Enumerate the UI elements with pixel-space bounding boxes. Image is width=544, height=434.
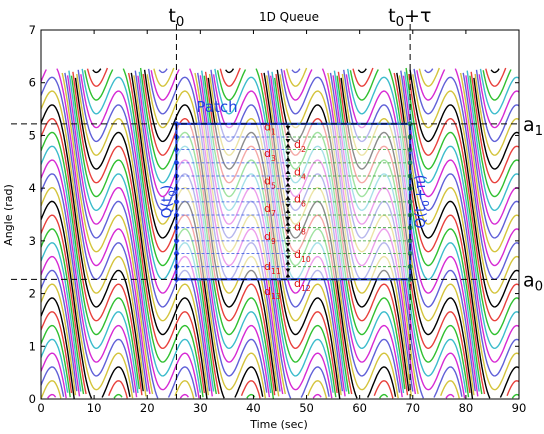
t0-tau-label: t0+τ [388, 5, 431, 30]
gap-arrow-down [285, 217, 291, 222]
queue-node-left [174, 251, 179, 256]
gap-label: d3 [264, 147, 276, 163]
gap-arrow-down [285, 255, 291, 260]
gap-arrow-up [285, 209, 291, 214]
x-tick-label: 70 [405, 401, 420, 415]
gap-arrow-down [285, 151, 291, 156]
gap-arrow-down [285, 229, 291, 234]
x-tick-label: 30 [193, 401, 208, 415]
a0-label: a0 [523, 269, 543, 294]
gap-arrow-up [285, 247, 291, 252]
gap-arrow-up [285, 131, 291, 136]
y-axis-label: Angle (rad) [2, 184, 15, 246]
queue-node-left [174, 238, 179, 244]
gap-arrow-down [285, 268, 291, 273]
queue-node-left [174, 199, 179, 205]
x-tick-label: 10 [87, 401, 102, 415]
queue-node-right [407, 160, 413, 166]
y-tick-label: 3 [29, 234, 36, 248]
x-tick-label: 50 [299, 401, 314, 415]
x-tick-label: 40 [246, 401, 261, 415]
gap-label: d2 [294, 138, 306, 154]
queue-node-right [407, 199, 413, 205]
gap-arrow-up [285, 170, 291, 175]
x-axis-label: Time (sec) [249, 418, 308, 431]
y-tick-label: 6 [29, 76, 36, 90]
y-tick-label: 0 [29, 392, 36, 406]
gap-arrow-up [285, 195, 291, 200]
x-tick-label: 80 [459, 401, 474, 415]
x-tick-label: 90 [512, 401, 527, 415]
gap-label: d1 [264, 121, 276, 137]
gap-label: d12 [294, 277, 311, 293]
chart-title: 1D Queue [259, 10, 319, 24]
gap-label: d11 [264, 260, 281, 276]
y-tick-label: 1 [29, 339, 36, 353]
t0-label: t0 [168, 5, 184, 30]
gap-arrow-down [285, 242, 291, 247]
gap-arrow-up [285, 273, 291, 278]
y-tick-label: 4 [29, 181, 36, 195]
gap-arrow-up [285, 221, 291, 226]
gap-arrow-up [285, 260, 291, 265]
reference-lines: t0 t0+τ a1 a0 [11, 5, 543, 399]
gap-label: d5 [264, 175, 276, 191]
gap-arrow-up [285, 234, 291, 239]
patch-overlay: Patch d1 d3 d5 d7 d9 d11 d13 d2 d4 d6 d8 d10 d12 Q(t0)… [159, 98, 432, 301]
patch-label: Patch [196, 98, 237, 116]
gap-arrow-down [285, 178, 291, 183]
gap-arrow-down [285, 190, 291, 195]
gap-label: d9 [264, 230, 276, 246]
queue-node-right [407, 251, 413, 256]
y-tick-label: 5 [29, 128, 36, 142]
queue-node-left [174, 160, 179, 166]
gap-label: d13 [264, 285, 281, 301]
a1-label: a1 [523, 114, 543, 139]
y-tick-label: 2 [29, 287, 36, 301]
gap-arrow-down [285, 203, 291, 208]
x-tick-label: 20 [140, 401, 155, 415]
gap-label: d6 [294, 193, 306, 209]
queue-node-right [407, 121, 413, 127]
queue-label-right: Q(t0+π) [413, 175, 432, 229]
y-tick-label: 7 [29, 23, 36, 37]
gap-label: d8 [294, 221, 306, 237]
plot-frame [40, 29, 520, 400]
gap-arrow-up [285, 143, 291, 148]
queue-node-right [407, 238, 413, 244]
gap-arrow-up [285, 156, 291, 161]
gap-arrow-down [285, 164, 291, 169]
axis-ticks: 0 10 20 30 40 50 60 70 80 90 0 1 2 3 4 5 6 7 [29, 23, 527, 415]
gap-arrow-down [285, 125, 291, 130]
x-tick-label: 60 [352, 401, 367, 415]
queue-label-left: Q(t0) [159, 185, 178, 219]
x-tick-label: 0 [37, 401, 44, 415]
gap-arrow-up [285, 182, 291, 187]
gap-label: d7 [264, 202, 276, 218]
gap-label: d10 [294, 248, 311, 264]
gap-arrow-down [285, 139, 291, 144]
gap-label: d4 [294, 165, 306, 181]
